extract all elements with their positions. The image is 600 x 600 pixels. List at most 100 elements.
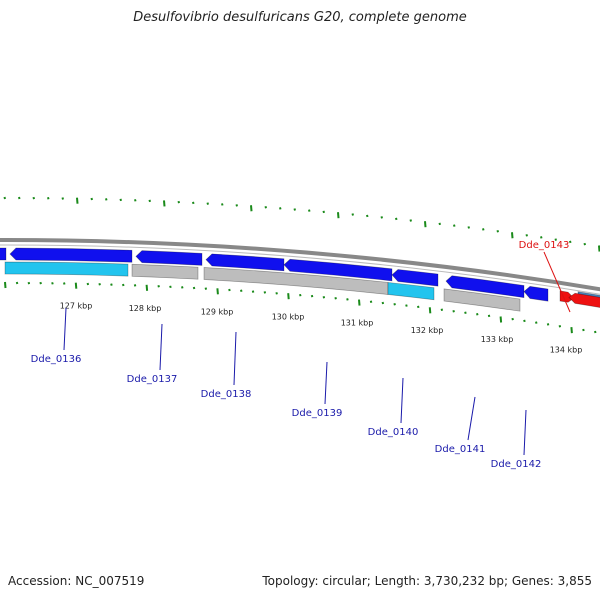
topology-summary: Topology: circular; Length: 3,730,232 bp… [262, 574, 592, 588]
inner-tick-mark [15, 281, 19, 285]
axis-tick-label: 130 kbp [272, 312, 305, 321]
inner-tick-mark [535, 321, 538, 324]
outer-tick-mark [177, 200, 180, 204]
inner-tick-mark [369, 300, 373, 303]
outer-tick-mark [540, 236, 543, 239]
inner-tick-mark [594, 330, 597, 334]
genome-title: Desulfovibrio desulfuricans G20, complet… [133, 10, 467, 25]
inner-tick-mark [582, 328, 585, 332]
gene-label: Dde_0142 [491, 459, 542, 470]
inner-tick-mark [169, 285, 172, 289]
outer-tick-mark [525, 234, 528, 237]
outer-tick-mark [90, 197, 93, 201]
gene-feature [4, 261, 129, 277]
inner-tick-mark [381, 301, 385, 305]
genome-backbone-inner [0, 244, 600, 295]
axis-tick-label: 133 kbp [481, 335, 514, 344]
outer-tick-mark [18, 196, 21, 200]
inner-tick-mark [428, 307, 432, 314]
outer-tick-mark [221, 203, 224, 206]
inner-tick-mark [263, 291, 267, 294]
inner-tick-mark [499, 316, 503, 323]
outer-tick-mark [206, 202, 209, 205]
inner-tick-mark [228, 288, 231, 292]
inner-tick-mark [133, 284, 137, 287]
inner-tick-mark [27, 281, 31, 285]
accession-text: Accession: NC_007519 [8, 574, 145, 588]
outer-tick-mark [482, 228, 485, 231]
inner-tick-mark [464, 311, 467, 314]
inner-tick-mark [275, 292, 278, 295]
outer-tick-mark [61, 197, 64, 200]
outer-tick-mark [453, 224, 456, 227]
inner-tick-mark [86, 282, 90, 286]
outer-tick-mark [380, 216, 383, 219]
outer-tick-mark [424, 221, 427, 228]
inner-tick-mark [299, 293, 302, 297]
cds-feature [135, 250, 203, 266]
inner-tick-mark [440, 308, 444, 311]
cds-feature [523, 285, 549, 302]
inner-tick-mark [452, 309, 455, 313]
inner-tick-mark [110, 283, 113, 286]
inner-tick-mark [145, 284, 149, 291]
cds-feature [445, 275, 525, 299]
gene-leader-line [523, 409, 527, 456]
inner-tick-mark [251, 290, 255, 293]
gene-label: Dde_0136 [31, 354, 82, 365]
gene-leader-line [543, 251, 571, 313]
gene-feature [443, 288, 521, 312]
outer-tick-mark [134, 199, 137, 202]
outer-tick-mark [235, 204, 238, 207]
inner-tick-mark [334, 297, 337, 300]
inner-tick-mark [393, 303, 396, 306]
cds-feature [391, 269, 439, 287]
inner-tick-mark [63, 282, 66, 285]
axis-tick-label: 129 kbp [201, 307, 234, 316]
outer-tick-mark [569, 240, 572, 244]
gene-feature [203, 267, 389, 295]
inner-tick-mark [287, 293, 290, 300]
outer-tick-mark [264, 206, 267, 209]
inner-tick-mark [240, 289, 243, 293]
gene-leader-line [467, 396, 476, 441]
inner-tick-mark [417, 305, 420, 309]
outer-tick-mark [554, 238, 557, 241]
gene-label: Dde_0138 [201, 389, 252, 400]
inner-tick-mark [204, 287, 208, 290]
cds-feature [205, 253, 285, 272]
inner-tick-mark [39, 281, 42, 285]
gene-feature [131, 263, 199, 280]
outer-tick-mark [351, 213, 354, 216]
outer-tick-mark [119, 198, 122, 202]
genome-backbone [0, 238, 600, 292]
inner-tick-mark [546, 323, 550, 326]
gene-label: Dde_0143 [519, 240, 570, 251]
axis-tick-label: 134 kbp [550, 345, 583, 354]
inner-tick-mark [192, 286, 196, 290]
outer-tick-mark [32, 196, 35, 200]
inner-tick-mark [476, 313, 479, 316]
outer-tick-mark [409, 219, 412, 222]
outer-tick-mark [438, 222, 441, 226]
inner-tick-mark [98, 283, 101, 286]
gene-leader-line [63, 307, 67, 351]
gene-leader-line [400, 377, 404, 424]
outer-tick-mark [496, 230, 499, 233]
inner-tick-mark [487, 314, 491, 318]
inner-tick-mark [122, 283, 125, 287]
outer-tick-mark [583, 242, 586, 246]
inner-tick-mark [346, 298, 349, 301]
cds-feature [0, 247, 7, 261]
inner-tick-mark [511, 317, 514, 321]
gene-label: Dde_0141 [435, 444, 486, 455]
outer-tick-mark [163, 200, 166, 207]
outer-tick-mark [337, 212, 340, 219]
axis-tick-label: 127 kbp [60, 302, 93, 311]
inner-tick-mark [405, 304, 408, 307]
gene-feature [387, 282, 435, 301]
axis-tick-label: 128 kbp [129, 304, 162, 313]
axis-tick-label: 131 kbp [341, 318, 374, 327]
outer-tick-mark [279, 207, 282, 210]
